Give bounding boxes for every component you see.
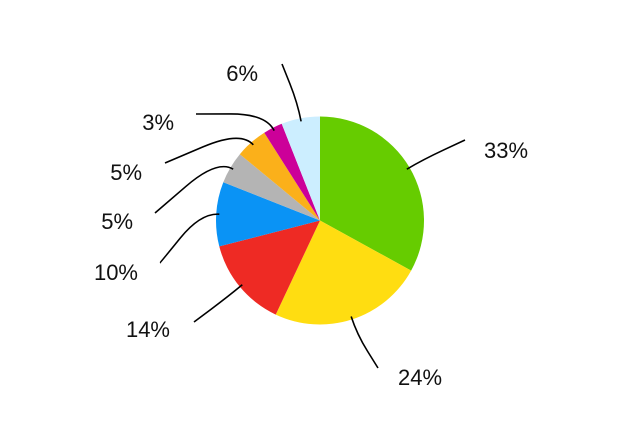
leader-line bbox=[193, 284, 243, 323]
leader-line bbox=[164, 137, 254, 164]
leader-line bbox=[350, 316, 379, 369]
leader-line bbox=[159, 213, 220, 264]
pie-slice bbox=[215, 182, 320, 247]
pie-slice bbox=[223, 154, 320, 221]
pie-slice bbox=[264, 123, 320, 221]
slice-label: 24% bbox=[398, 365, 442, 390]
pie-slice bbox=[320, 116, 424, 271]
pie-slice bbox=[275, 220, 412, 325]
slice-label: 5% bbox=[101, 209, 133, 234]
pie-slice bbox=[219, 220, 320, 315]
leader-line bbox=[406, 139, 466, 170]
leader-line bbox=[195, 113, 275, 132]
slice-label: 14% bbox=[126, 317, 170, 342]
leader-line bbox=[154, 165, 234, 214]
leader-line bbox=[281, 63, 302, 122]
slice-label: 3% bbox=[142, 110, 174, 135]
slice-label: 5% bbox=[110, 160, 142, 185]
slice-label: 33% bbox=[484, 138, 528, 163]
pie-slice bbox=[281, 116, 320, 221]
slice-label: 6% bbox=[226, 61, 258, 86]
pie-slice bbox=[239, 132, 320, 221]
slice-label: 10% bbox=[94, 260, 138, 285]
